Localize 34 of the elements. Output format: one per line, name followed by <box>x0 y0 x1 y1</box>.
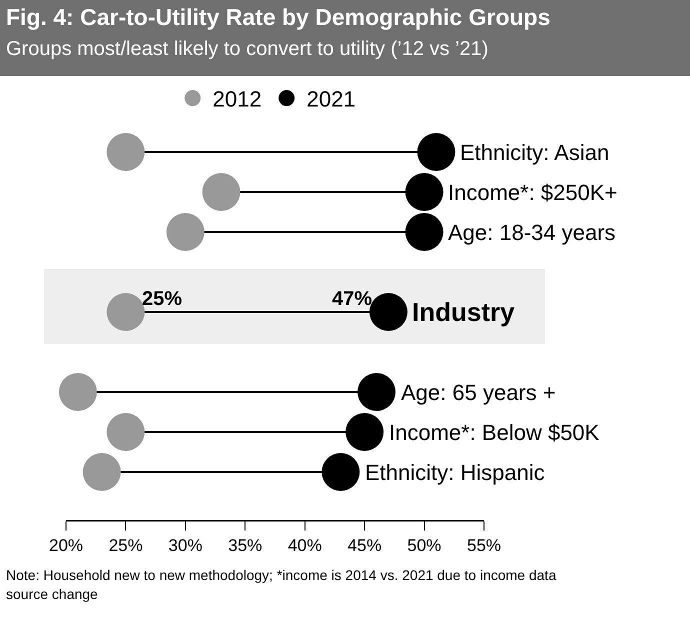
point <box>358 373 396 411</box>
point <box>405 213 444 251</box>
text: Note: Household new to new methodology; *income is 2014 vs. 2021 due to income data source change <box>6 566 558 604</box>
chart-title: Fig. 4: Car-to-Utility Rate by Demographic Groups <box>6 4 550 31</box>
y-tick-label: Income*: Below $50K <box>389 420 600 445</box>
y-tick-label: Income*: $250K+ <box>448 180 618 205</box>
x-tick-label: 25% <box>108 536 143 555</box>
x-tick-label: 55% <box>466 536 502 555</box>
x-tick-label: 20% <box>48 536 84 555</box>
point <box>106 133 145 171</box>
data-label: 25% <box>142 288 182 310</box>
x-tick-label: 40% <box>288 536 322 555</box>
legend-label: 2021 <box>306 86 356 112</box>
y-tick-label: Ethnicity: Hispanic <box>365 460 545 485</box>
chart-subtitle: Groups most/least likely to convert to utility (’12 vs ’21) <box>6 38 488 61</box>
y-tick-label: Age: 18-34 years <box>448 220 616 245</box>
point <box>166 213 204 251</box>
data-label: 47% <box>332 288 372 310</box>
x-tick-label: 30% <box>168 536 202 555</box>
point <box>58 373 97 411</box>
point <box>106 413 145 451</box>
legend-label: 2012 <box>212 86 262 112</box>
x-tick-label: 45% <box>348 536 382 555</box>
point <box>202 173 240 211</box>
point <box>417 133 456 171</box>
x-tick-label: 35% <box>228 536 262 555</box>
y-tick-label: Ethnicity: Asian <box>460 140 610 165</box>
x-tick-label: 50% <box>407 536 442 555</box>
y-tick-label: Age: 65 years + <box>401 380 556 405</box>
point <box>322 453 360 491</box>
point <box>346 413 384 451</box>
point <box>405 173 444 211</box>
point <box>82 453 121 491</box>
y-tick-label: Industry <box>412 297 516 327</box>
